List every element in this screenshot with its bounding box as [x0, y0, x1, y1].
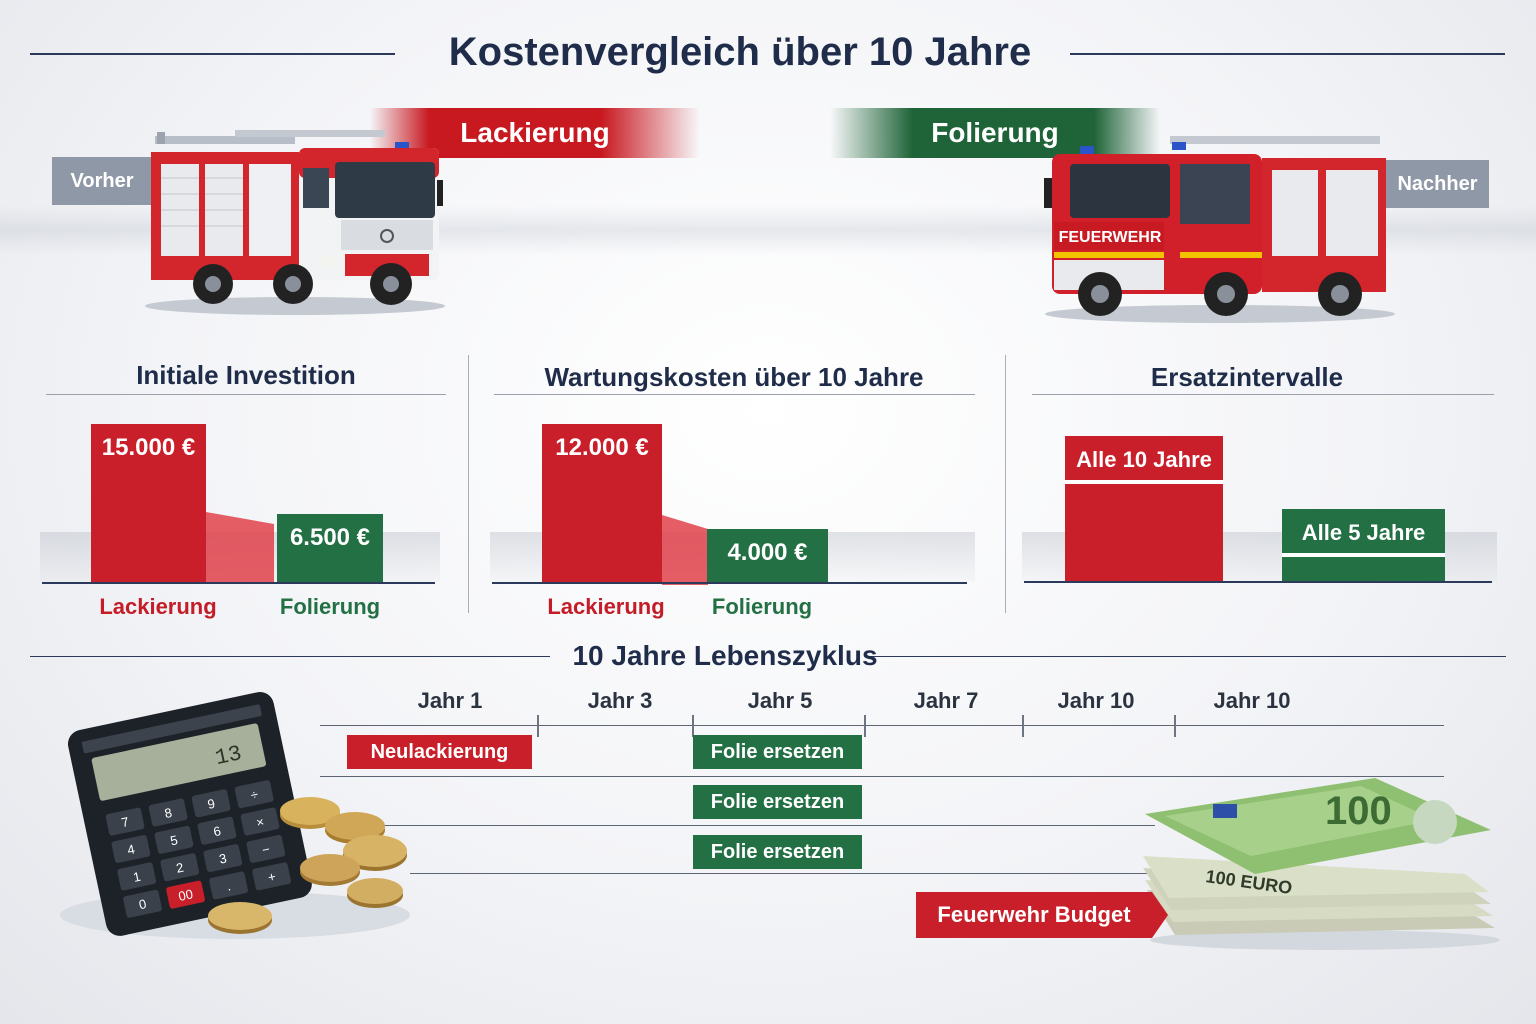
calculator-key: [105, 807, 145, 836]
calculator-key-label: ÷: [249, 787, 259, 803]
bar-connector-investment: [206, 512, 274, 584]
timeline-rule-right: [870, 656, 1506, 657]
page-title: Kostenvergleich über 10 Jahre: [448, 30, 1032, 74]
calculator-key-label: .: [225, 878, 232, 893]
calculator-key-label: 5: [169, 832, 179, 848]
timeline-title: 10 Jahre Lebenszyklus: [572, 640, 878, 671]
timeline-event-wrap-2: Folie ersetzen: [693, 785, 862, 819]
panel-title-maintenance: Wartungskosten über 10 Jahre: [544, 362, 924, 392]
timeline-rule-left: [30, 656, 550, 657]
year-label-5: Jahr 5: [747, 688, 813, 713]
banknotes-image: 100 100 EURO: [1143, 778, 1500, 950]
calculator-key-label: 7: [120, 814, 130, 830]
calculator-key: [240, 807, 280, 836]
title-rule-left: [30, 53, 395, 55]
timeline-event-wrap-1: Folie ersetzen: [693, 735, 862, 769]
calculator-key-label: 9: [206, 796, 216, 812]
year-label-7: Jahr 7: [913, 688, 979, 713]
data-label-interval-folierung: Alle 5 Jahre: [1282, 509, 1445, 557]
bar-investment-lackierung: [91, 424, 206, 582]
data-label-investment-lackierung: 15.000 €: [101, 434, 196, 461]
timeline-event-wrap-3: Folie ersetzen: [693, 835, 862, 869]
calculator-key: [191, 789, 231, 818]
data-label-maintenance-lackierung: 12.000 €: [555, 434, 649, 461]
calculator-key-label: 4: [126, 841, 136, 857]
timeline-axis: [320, 725, 1444, 726]
calculator-key: [123, 889, 162, 918]
banner-wrap: Folierung: [830, 108, 1160, 158]
panel-title-investment: Initiale Investition: [136, 360, 356, 390]
baseline-intervals: [1024, 581, 1492, 583]
calculator-key: [209, 871, 248, 900]
timeline-tick-4: [1022, 715, 1024, 737]
bar-investment-folierung: [277, 514, 383, 582]
banknote-denomination-text: 100: [1325, 789, 1392, 833]
calculator-key-label: −: [261, 841, 272, 857]
panel-divider-1: [468, 355, 469, 613]
calculator-key: [252, 862, 291, 891]
year-label-10a: Jahr 10: [1057, 688, 1135, 713]
timeline-row-line-1: [320, 776, 1444, 777]
baseline-maintenance: [492, 582, 967, 584]
bar-connector-maintenance: [662, 515, 708, 585]
panel-title-intervals: Ersatzintervalle: [1150, 362, 1344, 392]
panel-rule-intervals: [1032, 394, 1494, 395]
calculator-key: [203, 844, 243, 873]
calculator-key-label: 0: [138, 896, 148, 912]
panel-rule-investment: [46, 394, 446, 395]
timeline-event-repaint: Neulackierung: [347, 735, 532, 769]
data-label-investment-folierung: 6.500 €: [289, 524, 371, 551]
timeline-tick-5: [1174, 715, 1176, 737]
panel-divider-2: [1005, 355, 1006, 613]
baseline-investment: [42, 582, 435, 584]
calculator-key-label: 1: [132, 869, 142, 885]
calculator-key: [166, 880, 205, 909]
calculator-key-label: 00: [177, 886, 194, 904]
calculator-key: [197, 816, 237, 845]
calculator-key: [111, 835, 151, 863]
bar-maintenance-folierung: [707, 529, 828, 582]
calculator-key: [160, 853, 200, 882]
fire-truck-after-image: FEUERWEHR: [1044, 136, 1395, 323]
timeline-tick-3: [864, 715, 866, 737]
data-label-maintenance-folierung: 4.000 €: [727, 539, 808, 566]
tag-after: Nachher: [1386, 160, 1489, 208]
calculator-key: [117, 862, 157, 891]
calculator-key: [148, 798, 188, 827]
data-label-interval-lackierung: Alle 10 Jahre: [1065, 436, 1223, 484]
calculator-key-label: ×: [255, 814, 266, 830]
bar-maintenance-lackierung: [542, 424, 662, 582]
calculator-key-label: 8: [163, 805, 173, 821]
timeline-tick-2: [692, 715, 694, 737]
calculator-key-label: +: [266, 869, 277, 885]
year-label-1: Jahr 1: [417, 688, 483, 713]
calculator-key: [234, 780, 274, 809]
title-rule-right: [1070, 53, 1505, 55]
budget-label: Feuerwehr Budget: [916, 892, 1168, 938]
timeline-row-line-3: [410, 873, 1165, 874]
calculator-key-label: 2: [175, 860, 185, 876]
calculator-key-label: 6: [212, 823, 222, 839]
category-label-maintenance-lackierung: Lackierung: [547, 594, 665, 619]
calculator-key: [154, 825, 194, 854]
calculator-display-text: 13: [213, 741, 244, 771]
calculator-key-label: 3: [218, 850, 228, 866]
fire-truck-before-image: [145, 130, 445, 315]
calculator-coins-image: 13 789÷456×123−000.+: [60, 692, 410, 939]
category-label-maintenance-folierung: Folierung: [711, 594, 813, 619]
timeline-tick-1: [537, 715, 539, 737]
tag-before: Vorher: [52, 157, 152, 205]
truck-label-text: FEUERWEHR: [1059, 229, 1162, 246]
calculator-key: [246, 834, 286, 863]
year-label-3: Jahr 3: [587, 688, 653, 713]
timeline-row-line-2: [320, 825, 1155, 826]
category-label-investment-lackierung: Lackierung: [99, 594, 217, 619]
panel-rule-maintenance: [494, 394, 975, 395]
category-label-investment-folierung: Folierung: [279, 594, 381, 619]
year-label-10b: Jahr 10: [1213, 688, 1291, 713]
